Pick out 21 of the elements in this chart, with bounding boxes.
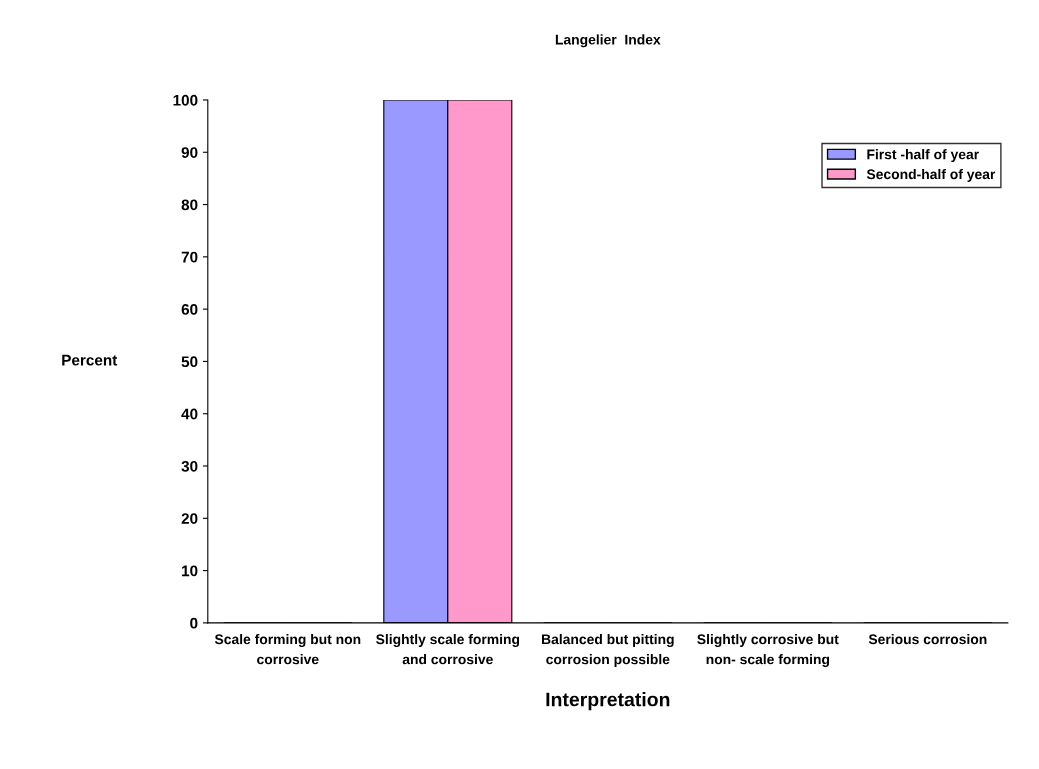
chart-title: Langelier Index — [555, 34, 661, 48]
x-tick-label: Slightly scale forming and corrosive — [376, 634, 520, 665]
y-tick-label: 0 — [190, 617, 198, 629]
y-tick-label: 70 — [181, 251, 198, 263]
y-tick-label: 20 — [181, 513, 198, 524]
y-tick-label: 60 — [181, 304, 198, 315]
x-tick-label: Serious corrosion — [868, 634, 987, 645]
y-tick-label: 80 — [181, 199, 198, 211]
y-tick-label: 50 — [181, 356, 198, 368]
y-tick-label: 100 — [173, 94, 198, 106]
x-tick-label: Slightly corrosive but non- scale forming — [697, 634, 839, 668]
y-tick-label: 10 — [182, 565, 198, 577]
x-axis-title: Interpretation — [546, 692, 670, 711]
y-axis-title: Percent — [62, 354, 118, 366]
legend-label: First -half of year — [867, 149, 979, 163]
x-tick-label: Balanced but pitting corrosion possible — [542, 634, 674, 667]
y-tick-label: 40 — [181, 408, 198, 420]
x-tick-label: Scale forming but non corrosive — [214, 634, 361, 665]
y-tick-label: 90 — [181, 147, 198, 158]
legend-label: Second-half of year — [866, 168, 996, 182]
y-tick-label: 30 — [181, 460, 198, 472]
